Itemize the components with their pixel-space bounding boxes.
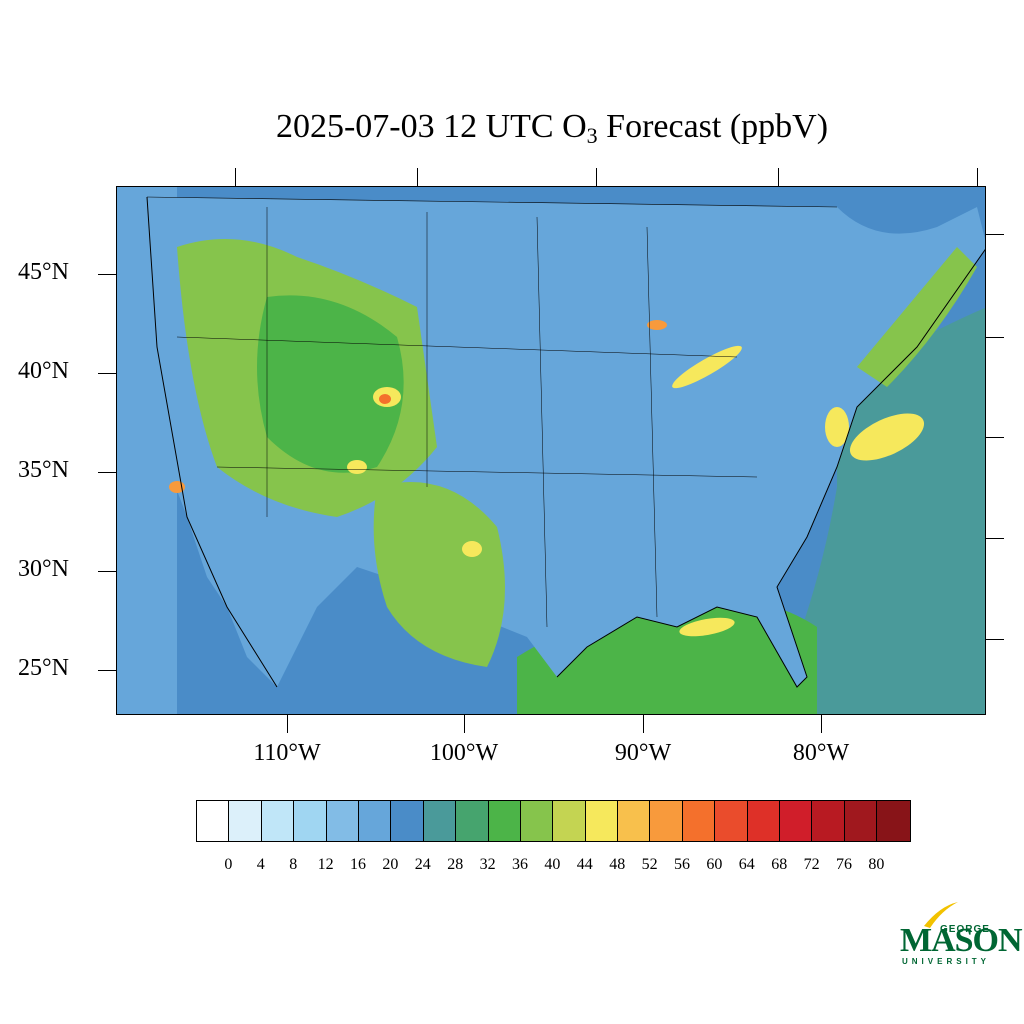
colorbar-label: 52	[641, 856, 658, 873]
colorbar-cell	[326, 801, 359, 841]
border-north	[146, 196, 838, 208]
state-line	[176, 336, 738, 358]
left-tick	[98, 571, 116, 572]
chesapeake-plume	[825, 407, 849, 447]
right-tick	[986, 639, 1004, 640]
colorbar-cell	[747, 801, 781, 841]
right-tick	[986, 337, 1004, 338]
colorbar-label: 40	[544, 856, 561, 873]
colorbar-cell	[456, 801, 489, 841]
colorbar-label: 4	[256, 856, 265, 873]
lon-label-80w: 80°W	[792, 740, 850, 766]
top-tick	[778, 168, 779, 186]
lat-label-35n: 35°N	[18, 457, 69, 483]
colorbar-label: 28	[447, 856, 464, 873]
logo-swoosh-icon	[924, 902, 958, 928]
lat-label-25n: 25°N	[18, 655, 69, 681]
colorbar-label: 76	[836, 856, 852, 873]
colorbar	[196, 800, 911, 842]
logo-mason: MASON	[900, 922, 1023, 959]
colorbar-label: 0	[224, 856, 233, 873]
colorbar-label: 12	[317, 856, 334, 873]
colorbar-cell	[585, 801, 619, 841]
atlantic-gulf-coastline	[556, 248, 985, 688]
lon-label-90w: 90°W	[614, 740, 672, 766]
state-line	[646, 226, 658, 618]
lat-label-45n: 45°N	[18, 259, 69, 285]
bottom-tick	[287, 715, 288, 733]
colorbar-cell	[197, 801, 230, 841]
hotspot-colorado-core	[379, 394, 391, 404]
lon-label-100w: 100°W	[429, 740, 499, 766]
bottom-tick	[643, 715, 644, 733]
gulf-plume	[679, 617, 735, 637]
plains-zone	[373, 482, 505, 667]
hotspot-texas	[462, 541, 482, 557]
state-line	[216, 466, 758, 478]
colorbar-cell	[423, 801, 457, 841]
colorbar-cell	[261, 801, 295, 841]
lake-michigan-hotspot	[647, 320, 667, 330]
logo-university: UNIVERSITY	[902, 957, 991, 966]
hotspot-rockies-south	[347, 460, 367, 474]
bottom-tick	[821, 715, 822, 733]
northeast-coast-zone	[857, 247, 977, 387]
colorbar-cell	[618, 801, 651, 841]
colorbar-cell	[358, 801, 392, 841]
colorbar-cell	[780, 801, 813, 841]
ozone-field-svg	[117, 187, 985, 714]
colorbar-label: 24	[414, 856, 431, 873]
colorbar-label: 68	[771, 856, 788, 873]
mid-atlantic-plume	[849, 413, 925, 461]
colorbar-cell	[488, 801, 521, 841]
colorbar-cell	[650, 801, 683, 841]
colorbar-cell	[682, 801, 716, 841]
colorbar-cell	[877, 801, 910, 841]
right-tick	[986, 538, 1004, 539]
right-tick	[986, 437, 1004, 438]
ozone-map	[116, 186, 986, 715]
colorbar-label: 60	[706, 856, 723, 873]
colorbar-label: 20	[382, 856, 399, 873]
colorbar-label: 44	[576, 856, 593, 873]
colorbar-label: 80	[868, 856, 885, 873]
colorbar-label: 56	[674, 856, 690, 873]
lat-label-30n: 30°N	[18, 556, 69, 582]
left-tick	[98, 373, 116, 374]
rockies-zone	[257, 295, 404, 473]
colorbar-cell	[391, 801, 424, 841]
logo-george: GEORGE	[940, 924, 990, 935]
right-tick	[986, 234, 1004, 235]
colorbar-cell	[520, 801, 554, 841]
lat-label-40n: 40°N	[18, 358, 69, 384]
colorbar-cell	[229, 801, 262, 841]
colorbar-cell	[812, 801, 845, 841]
colorbar-cell	[844, 801, 878, 841]
left-tick	[98, 472, 116, 473]
bottom-tick	[464, 715, 465, 733]
gmu-logo: GEORGE MASON UNIVERSITY	[900, 900, 1023, 970]
pacific-coastline	[146, 196, 278, 688]
colorbar-label: 36	[512, 856, 528, 873]
map-title: 2025-07-03 12 UTC O3 Forecast (ppbV)	[275, 108, 829, 148]
colorbar-cell	[553, 801, 586, 841]
colorbar-label: 72	[803, 856, 820, 873]
top-tick	[977, 168, 978, 186]
atlantic-area	[767, 307, 985, 714]
colorbar-cell	[294, 801, 327, 841]
colorbar-label: 32	[479, 856, 496, 873]
left-tick	[98, 670, 116, 671]
colorbar-label: 8	[289, 856, 298, 873]
colorbar-label: 64	[738, 856, 755, 873]
top-tick	[596, 168, 597, 186]
lon-label-110w: 110°W	[253, 740, 321, 766]
colorbar-label: 16	[350, 856, 366, 873]
left-tick	[98, 274, 116, 275]
colorbar-cell	[715, 801, 748, 841]
colorbar-label: 48	[609, 856, 626, 873]
state-line	[536, 216, 548, 628]
top-tick	[417, 168, 418, 186]
top-tick	[235, 168, 236, 186]
